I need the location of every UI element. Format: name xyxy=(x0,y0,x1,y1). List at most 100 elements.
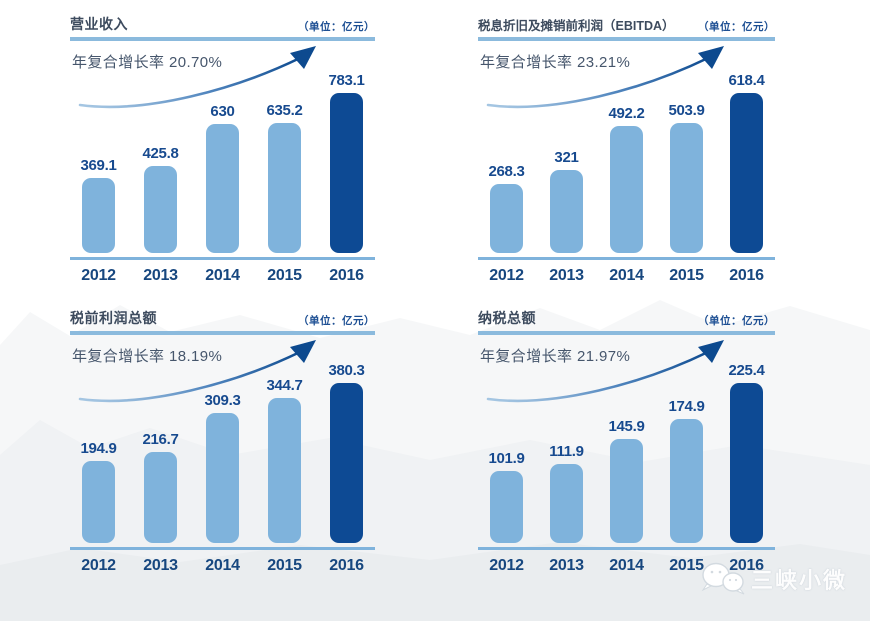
bar-value-label: 380.3 xyxy=(328,362,365,379)
bar-columns: 194.9 216.7 309.3 344.7 380.3 xyxy=(70,362,375,543)
title-underline xyxy=(70,331,375,335)
chart-unit-label: （单位：亿元） xyxy=(698,315,775,327)
bar-column: 174.9 xyxy=(658,398,715,543)
x-tick-label: 2015 xyxy=(267,267,302,284)
x-tick-label: 2014 xyxy=(205,267,240,284)
chart-total-tax: 纳税总额 （单位：亿元） 年复合增长率 21.97% 101.9 111.9 145… xyxy=(478,306,775,575)
chart-profit-before-tax: 税前利润总额 （单位：亿元） 年复合增长率 18.19% 194.9 216.7 3… xyxy=(70,306,375,575)
bar-value-label: 216.7 xyxy=(142,431,179,448)
growth-arrow-icon xyxy=(486,46,724,109)
x-axis-ticks: 2012 2013 2014 2015 2016 xyxy=(70,550,375,575)
bar-value-label: 321 xyxy=(554,149,579,166)
bar-value-label: 503.9 xyxy=(668,102,705,119)
x-tick-label: 2012 xyxy=(489,267,524,284)
bar-column: 380.3 xyxy=(318,362,375,543)
bar-value-label: 111.9 xyxy=(549,443,584,460)
x-tick-label: 2016 xyxy=(329,267,364,284)
bar xyxy=(490,184,523,253)
bar xyxy=(144,452,177,543)
bar-column: 309.3 xyxy=(194,392,251,543)
bar-columns: 268.3 321 492.2 503.9 618.4 xyxy=(478,72,775,253)
bar xyxy=(610,126,643,253)
bar-column: 321 xyxy=(538,149,595,253)
x-tick-label: 2013 xyxy=(143,557,178,574)
chart-ebitda: 税息折旧及摊销前利润（EBITDA） （单位：亿元） 年复合增长率 23.21%… xyxy=(478,12,775,285)
x-tick-label: 2013 xyxy=(143,267,178,284)
x-tick-label: 2016 xyxy=(329,557,364,574)
bar xyxy=(206,413,239,543)
bar-value-label: 783.1 xyxy=(328,72,365,89)
bar-value-label: 309.3 xyxy=(204,392,241,409)
x-axis-ticks: 2012 2013 2014 2015 2016 xyxy=(478,550,775,575)
bar-value-label: 344.7 xyxy=(266,377,303,394)
x-tick-label: 2014 xyxy=(609,557,644,574)
bar-value-label: 635.2 xyxy=(266,102,303,119)
bar xyxy=(330,93,363,253)
bar-column: 216.7 xyxy=(132,431,189,543)
brand-watermark: 三峡小微 xyxy=(700,560,847,598)
wechat-bubbles-icon xyxy=(701,562,745,595)
x-tick-label: 2012 xyxy=(489,557,524,574)
title-underline xyxy=(70,37,375,41)
cagr-label: 年复合增长率 18.19% xyxy=(72,348,223,365)
bar-column: 635.2 xyxy=(256,102,313,253)
bar-plot: 年复合增长率 18.19% 194.9 216.7 309.3 344.7 380.3 xyxy=(70,335,375,543)
bar-value-label: 194.9 xyxy=(80,440,117,457)
bar-column: 783.1 xyxy=(318,72,375,253)
axis-baseline xyxy=(478,257,775,260)
brand-watermark-label: 三峡小微 xyxy=(751,568,848,593)
axis-baseline xyxy=(70,257,375,260)
growth-arrow-icon xyxy=(78,340,316,403)
bar-column: 111.9 xyxy=(538,443,595,543)
chart-operating-revenue: 营业收入 （单位：亿元） 年复合增长率 20.70% 369.1 425.8 630… xyxy=(70,12,375,285)
bar-columns: 369.1 425.8 630 635.2 783.1 xyxy=(70,72,375,253)
x-tick-label: 2016 xyxy=(729,557,764,574)
bar xyxy=(730,93,763,253)
x-tick-label: 2015 xyxy=(669,267,704,284)
bar-plot: 年复合增长率 20.70% 369.1 425.8 630 635.2 783.1 xyxy=(70,41,375,253)
bar xyxy=(490,471,523,543)
bar-column: 492.2 xyxy=(598,105,655,253)
x-axis-ticks: 2012 2013 2014 2015 2016 xyxy=(70,260,375,285)
bar xyxy=(730,383,763,543)
bar-value-label: 369.1 xyxy=(80,157,117,174)
bar-value-label: 174.9 xyxy=(668,398,705,415)
bar-value-label: 425.8 xyxy=(142,145,179,162)
x-tick-label: 2014 xyxy=(205,557,240,574)
x-tick-label: 2014 xyxy=(609,267,644,284)
chart-header: 税息折旧及摊销前利润（EBITDA） （单位：亿元） xyxy=(478,12,775,34)
chart-unit-label: （单位：亿元） xyxy=(298,315,375,327)
bar-value-label: 630 xyxy=(210,103,235,120)
bar xyxy=(268,398,301,543)
growth-arrow-icon xyxy=(486,340,724,403)
bar-column: 503.9 xyxy=(658,102,715,253)
chart-title: 税息折旧及摊销前利润（EBITDA） xyxy=(478,19,675,33)
bar-column: 145.9 xyxy=(598,418,655,543)
axis-baseline xyxy=(478,547,775,550)
chart-title: 营业收入 xyxy=(70,16,128,32)
title-underline xyxy=(478,37,775,41)
chart-header: 营业收入 （单位：亿元） xyxy=(70,12,375,34)
chart-unit-label: （单位：亿元） xyxy=(698,21,775,33)
x-tick-label: 2012 xyxy=(81,557,116,574)
bar-value-label: 618.4 xyxy=(728,72,765,89)
x-tick-label: 2012 xyxy=(81,267,116,284)
chart-title: 纳税总额 xyxy=(478,310,536,326)
bar-column: 369.1 xyxy=(70,157,127,253)
bar xyxy=(670,419,703,543)
bar xyxy=(144,166,177,253)
cagr-label: 年复合增长率 20.70% xyxy=(72,54,223,71)
bar-column: 425.8 xyxy=(132,145,189,253)
bar xyxy=(670,123,703,253)
bar-plot: 年复合增长率 21.97% 101.9 111.9 145.9 174.9 225.4 xyxy=(478,335,775,543)
growth-arrow-icon xyxy=(78,46,316,109)
bar xyxy=(610,439,643,543)
bar-plot: 年复合增长率 23.21% 268.3 321 492.2 503.9 618.4 xyxy=(478,41,775,253)
cagr-label: 年复合增长率 23.21% xyxy=(480,54,631,71)
bar xyxy=(268,123,301,253)
bar-column: 344.7 xyxy=(256,377,313,543)
axis-baseline xyxy=(70,547,375,550)
bar-value-label: 268.3 xyxy=(488,163,525,180)
bar-column: 225.4 xyxy=(718,362,775,543)
bar-column: 618.4 xyxy=(718,72,775,253)
